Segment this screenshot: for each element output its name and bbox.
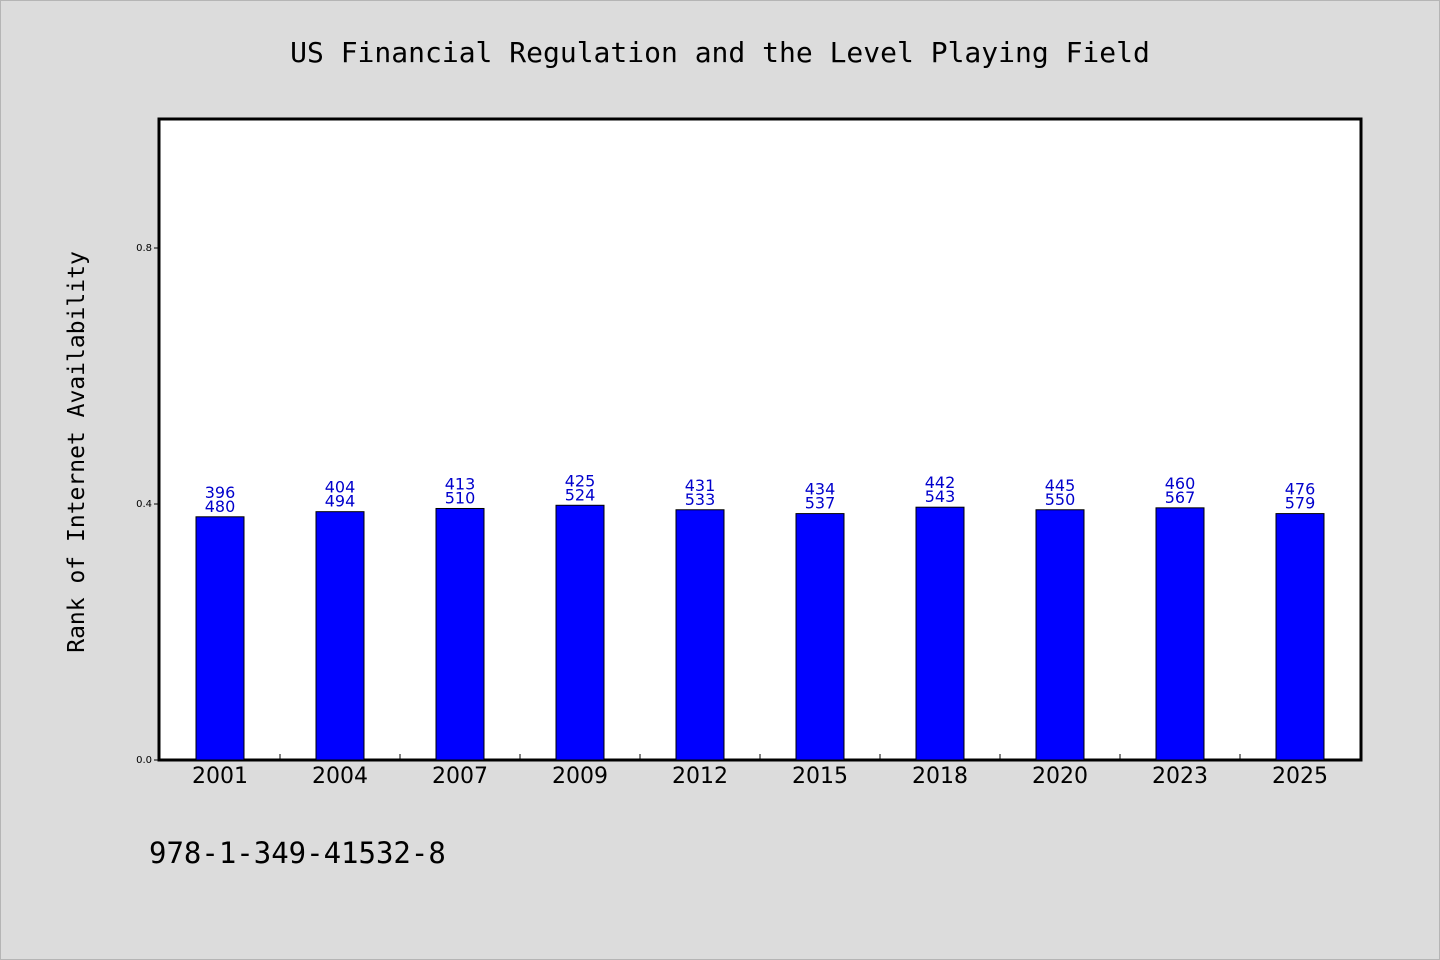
bar-label-bottom: 524 xyxy=(565,485,596,504)
bar-label-bottom: 480 xyxy=(205,497,236,516)
x-tick-label: 2025 xyxy=(1272,764,1328,789)
bar xyxy=(915,506,965,761)
bar xyxy=(795,513,845,761)
bar xyxy=(1155,507,1205,761)
bar xyxy=(675,509,725,761)
x-tick-label: 2001 xyxy=(192,764,248,789)
bar-label-bottom: 567 xyxy=(1165,488,1196,507)
bar-label-bottom: 494 xyxy=(325,492,356,511)
bar xyxy=(435,507,485,761)
x-tick-label: 2009 xyxy=(552,764,608,789)
bar-label-top: 404 xyxy=(325,478,356,497)
x-tick-label: 2012 xyxy=(672,764,728,789)
bar-label-bottom: 510 xyxy=(445,488,476,507)
bar-label-top: 434 xyxy=(805,480,836,499)
y-tick-label: 0.8 xyxy=(136,243,152,254)
bar xyxy=(1275,513,1325,761)
y-axis-ticks: 0.0 0.4 0.8 xyxy=(136,243,160,766)
x-tick-label: 2007 xyxy=(432,764,488,789)
bar-label-top: 476 xyxy=(1285,480,1316,499)
bar-label-top: 413 xyxy=(445,474,476,493)
bar-label-bottom: 533 xyxy=(685,490,716,509)
bar-label-top: 431 xyxy=(685,476,716,495)
chart-title: US Financial Regulation and the Level Pl… xyxy=(290,36,1150,69)
x-tick-label: 2018 xyxy=(912,764,968,789)
x-tick-label: 2015 xyxy=(792,764,848,789)
y-tick-label: 0.4 xyxy=(136,499,152,510)
y-axis-label: Rank of Internet Availability xyxy=(64,251,90,653)
bar-label-top: 460 xyxy=(1165,474,1196,493)
x-tick-label: 2023 xyxy=(1152,764,1208,789)
y-tick-label: 0.0 xyxy=(136,755,152,766)
bar-label-bottom: 543 xyxy=(925,487,956,506)
bar xyxy=(555,504,605,761)
x-tick-label: 2004 xyxy=(312,764,368,789)
x-axis-ticks: 2001 2004 2007 2009 2012 2015 2018 2020 2023 2025 xyxy=(192,754,1328,789)
x-tick-label: 2020 xyxy=(1032,764,1088,789)
bar-label-bottom: 579 xyxy=(1285,494,1316,513)
bar-label-bottom: 550 xyxy=(1045,490,1076,509)
footer-isbn: 978-1-349-41532-8 xyxy=(149,836,446,870)
bar xyxy=(195,516,245,761)
bar-label-top: 396 xyxy=(205,483,236,502)
bar xyxy=(315,511,365,761)
bar-label-top: 425 xyxy=(565,471,596,490)
bar-label-bottom: 537 xyxy=(805,494,836,513)
bar-label-top: 442 xyxy=(925,473,956,492)
bar-label-top: 445 xyxy=(1045,476,1076,495)
bar xyxy=(1035,509,1085,761)
